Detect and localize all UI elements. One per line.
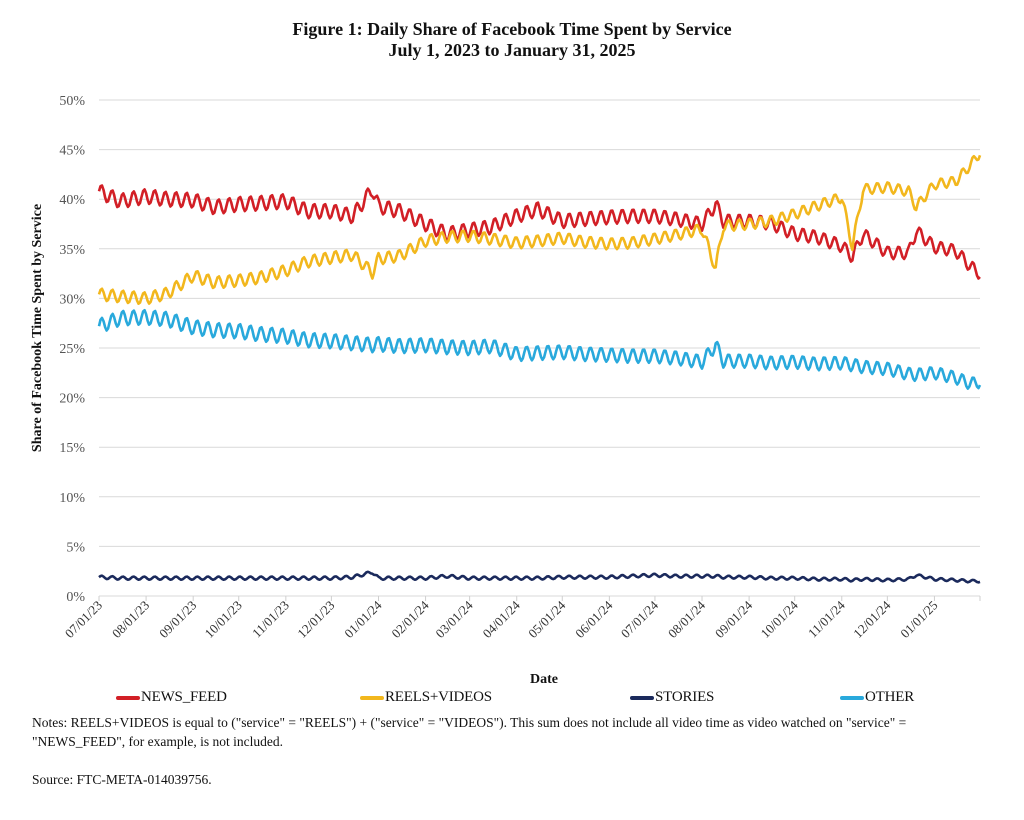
y-tick-label: 30% bbox=[59, 292, 85, 307]
x-tick-label: 09/01/23 bbox=[156, 598, 199, 641]
y-tick-label: 40% bbox=[59, 193, 85, 208]
x-tick-label: 06/01/24 bbox=[572, 597, 616, 641]
y-tick-label: 35% bbox=[59, 243, 85, 258]
x-tick-label: 11/01/24 bbox=[805, 597, 848, 640]
x-tick-label: 01/01/24 bbox=[341, 597, 385, 641]
legend-swatch-reels-videos bbox=[360, 695, 384, 700]
x-tick-label: 07/01/24 bbox=[618, 597, 662, 641]
chart-subtitle: July 1, 2023 to January 31, 2025 bbox=[388, 40, 636, 60]
x-tick-label: 04/01/24 bbox=[480, 597, 524, 641]
x-tick-label: 05/01/24 bbox=[525, 597, 569, 641]
y-axis-title: Share of Facebook Time Spent by Service bbox=[30, 204, 45, 452]
series-line-news-feed bbox=[97, 184, 981, 280]
y-axis-ticks: 0% 5% 10% 15% 20% 25% 30% 35% 40% 45% 50% bbox=[59, 94, 85, 605]
gridlines bbox=[99, 99, 980, 597]
legend-swatch-news-feed bbox=[116, 695, 140, 700]
legend-item-reels-videos: REELS+VIDEOS bbox=[360, 689, 492, 706]
x-tick-label: 03/01/24 bbox=[432, 597, 476, 641]
y-tick-label: 50% bbox=[59, 94, 85, 109]
x-tick-label: 08/01/23 bbox=[109, 598, 152, 641]
y-tick-label: 10% bbox=[59, 491, 85, 506]
legend-item-other: OTHER bbox=[840, 689, 914, 706]
legend-item-stories: STORIES bbox=[630, 689, 714, 706]
legend-item-news-feed: NEWS_FEED bbox=[116, 689, 227, 706]
series-line-reels-videos bbox=[97, 154, 982, 306]
series-lines bbox=[97, 154, 982, 584]
legend: NEWS_FEED REELS+VIDEOS STORIES OTHER bbox=[0, 689, 1024, 711]
x-tick-label: 12/01/23 bbox=[294, 598, 337, 641]
series-line-stories bbox=[98, 570, 981, 584]
legend-label: OTHER bbox=[865, 689, 914, 705]
x-tick-label: 01/01/25 bbox=[897, 598, 940, 641]
series-line-other bbox=[97, 308, 982, 390]
legend-swatch-stories bbox=[630, 695, 654, 700]
x-tick-label: 08/01/24 bbox=[665, 597, 709, 641]
x-axis-title: Date bbox=[530, 672, 558, 687]
y-tick-label: 45% bbox=[59, 144, 85, 159]
y-tick-label: 0% bbox=[66, 590, 85, 605]
y-tick-label: 25% bbox=[59, 342, 85, 357]
x-tick-label: 09/01/24 bbox=[712, 597, 756, 641]
y-tick-label: 5% bbox=[66, 540, 85, 555]
chart-notes: Notes: REELS+VIDEOS is equal to ("servic… bbox=[32, 715, 907, 749]
x-tick-label: 10/01/23 bbox=[202, 598, 245, 641]
legend-swatch-other bbox=[840, 695, 864, 700]
legend-label: STORIES bbox=[655, 689, 715, 705]
x-axis-ticks: 07/01/23 08/01/23 09/01/23 10/01/23 11/01/23… bbox=[62, 596, 981, 641]
chart-source: Source: FTC-META-014039756. bbox=[32, 772, 212, 787]
line-chart: 0% 5% 10% 15% 20% 25% 30% 35% 40% 45% 50% 07/01/23… bbox=[30, 94, 982, 687]
legend-label: REELS+VIDEOS bbox=[385, 689, 492, 705]
legend-label: NEWS_FEED bbox=[141, 689, 227, 705]
x-tick-label: 02/01/24 bbox=[388, 597, 432, 641]
chart-title: Figure 1: Daily Share of Facebook Time S… bbox=[292, 19, 732, 39]
y-tick-label: 20% bbox=[59, 392, 85, 407]
x-tick-label: 11/01/23 bbox=[249, 598, 292, 641]
x-tick-label: 12/01/24 bbox=[850, 597, 894, 641]
y-tick-label: 15% bbox=[59, 441, 85, 456]
x-tick-label: 10/01/24 bbox=[758, 597, 802, 641]
